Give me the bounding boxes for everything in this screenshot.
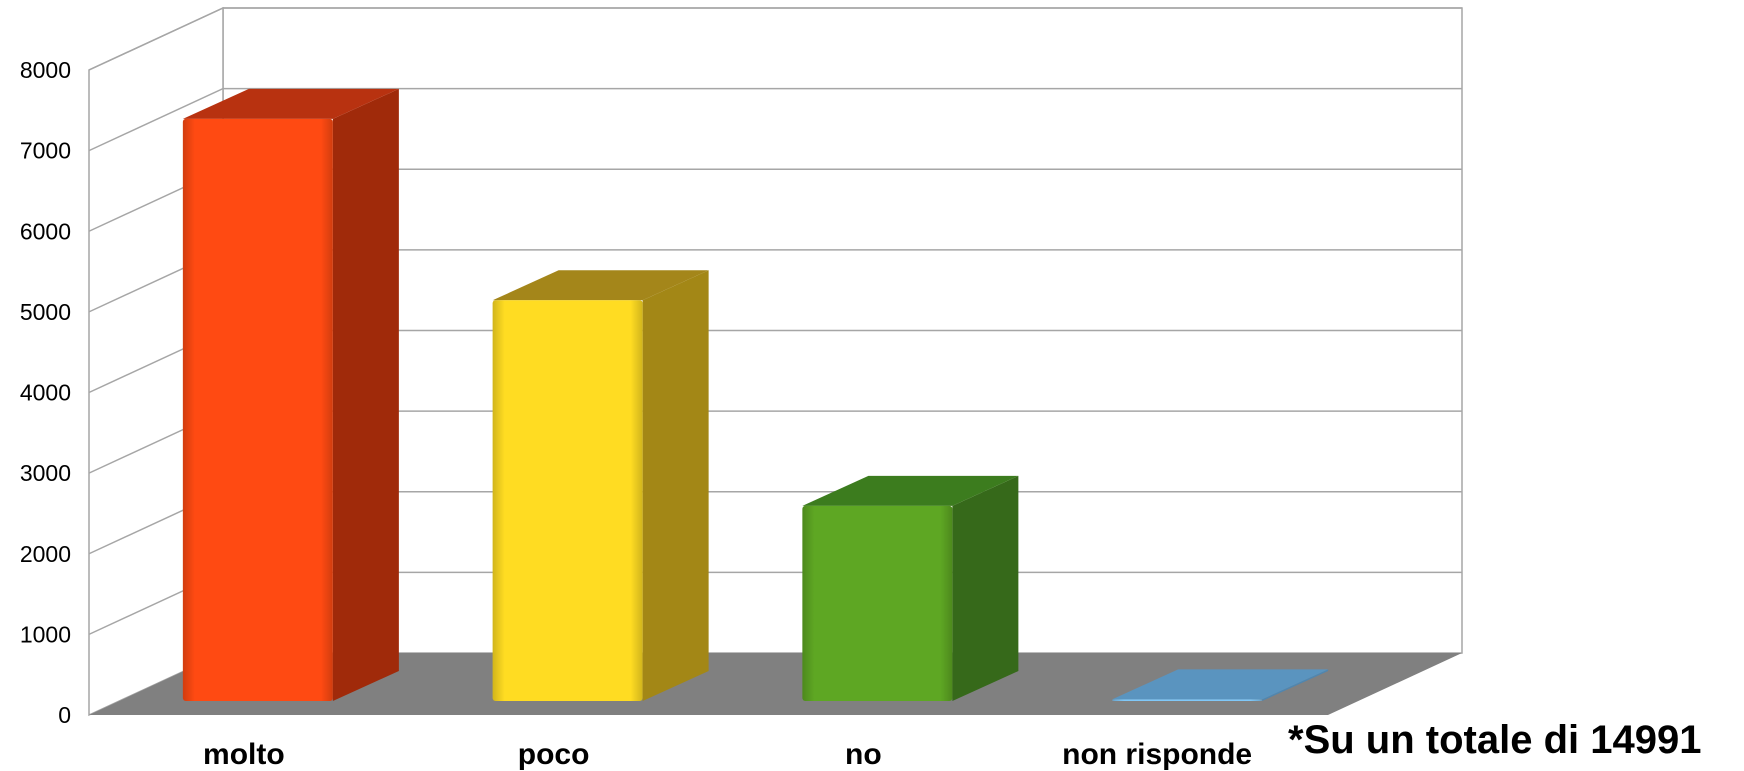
bar-shade xyxy=(1112,699,1263,701)
bar-top xyxy=(182,88,399,119)
bar-shade xyxy=(182,118,333,701)
bar-side xyxy=(642,270,709,701)
y-tick-label: 2000 xyxy=(20,541,71,567)
y-tick-label: 4000 xyxy=(20,380,71,406)
bar-poco xyxy=(492,270,709,701)
x-tick-label: poco xyxy=(518,738,590,771)
y-tick-label: 5000 xyxy=(20,299,71,325)
bar-side xyxy=(1262,669,1329,701)
x-tick-label: non risponde xyxy=(1062,738,1252,771)
x-tick-label: molto xyxy=(203,738,285,771)
bar-shade xyxy=(492,300,643,701)
y-axis-ticks: 0 1000 2000 3000 4000 5000 6000 7000 8000 xyxy=(20,57,71,728)
y-tick-label: 1000 xyxy=(20,621,71,647)
bar-side xyxy=(332,88,399,701)
y-tick-label: 0 xyxy=(58,702,71,728)
bars xyxy=(182,88,1329,701)
bar-top xyxy=(1112,669,1329,700)
bar-shade xyxy=(802,505,953,701)
bar-no xyxy=(802,475,1019,701)
bar-top xyxy=(802,475,1019,506)
x-tick-label: no xyxy=(845,738,882,771)
bar-side xyxy=(952,475,1019,701)
bar-top xyxy=(492,270,709,301)
gridline xyxy=(88,87,1462,152)
total-note: *Su un totale di 14991 xyxy=(1288,718,1702,762)
y-tick-label: 6000 xyxy=(20,218,71,244)
y-tick-label: 7000 xyxy=(20,138,71,164)
x-axis-ticks: molto poco no non risponde xyxy=(203,738,1252,771)
bar-molto xyxy=(182,88,399,701)
y-tick-label: 8000 xyxy=(20,57,71,83)
y-tick-label: 3000 xyxy=(20,460,71,486)
gridline xyxy=(88,7,1462,71)
bar-non-risponde xyxy=(1112,669,1329,701)
